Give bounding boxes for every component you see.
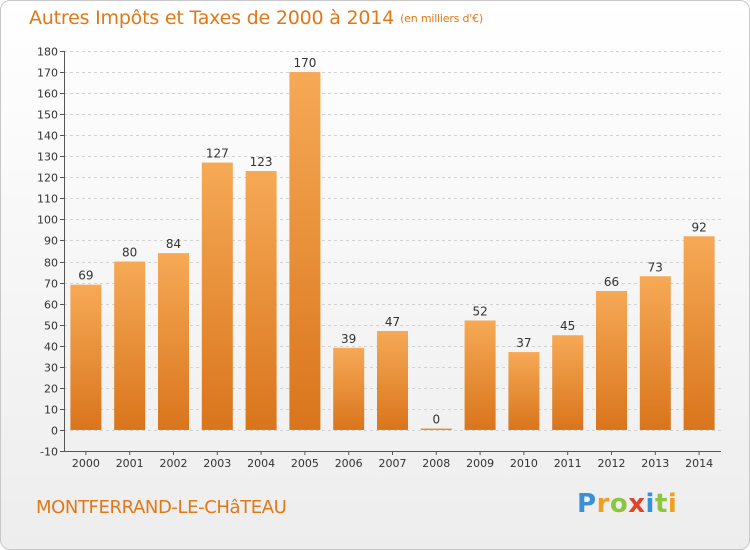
y-tick-label: 180 (37, 46, 58, 59)
x-tick-label-2011: 2011 (554, 457, 582, 470)
chart-subtitle: (en milliers d'€) (400, 12, 483, 25)
data-label-2003: 127 (206, 147, 229, 161)
y-tick-label: 120 (37, 172, 58, 185)
x-tick-label-2006: 2006 (335, 457, 363, 470)
brand-letter: x (628, 489, 646, 519)
y-tick-label: 170 (37, 67, 58, 80)
brand-letter: P (577, 489, 597, 519)
bar-2010 (508, 352, 540, 430)
y-tick-label: 40 (44, 341, 58, 354)
y-tick-label: 30 (44, 362, 58, 375)
x-tick-label-2004: 2004 (247, 457, 275, 470)
y-tick-label: 20 (44, 383, 58, 396)
x-tick-label-2001: 2001 (116, 457, 144, 470)
bar-2006 (333, 347, 365, 430)
y-tick-label: 80 (44, 257, 58, 270)
brand-letter: i (645, 489, 655, 519)
bar-2014 (683, 236, 715, 430)
brand-letter: i (667, 489, 678, 519)
data-label-2004: 123 (250, 155, 273, 169)
data-label-2008: 0 (432, 412, 440, 426)
bar-2004 (245, 171, 277, 430)
data-label-2002: 84 (166, 237, 181, 251)
bar-2000 (70, 284, 102, 430)
y-tick-label: 140 (37, 130, 58, 143)
bar-2003 (201, 162, 233, 430)
data-label-2001: 80 (122, 246, 137, 260)
y-tick-label: 70 (44, 278, 58, 291)
x-tick-label-2014: 2014 (685, 457, 713, 470)
bars (70, 72, 715, 430)
y-tick-label: 0 (51, 425, 58, 438)
data-labels: 69 80 84 127 123 170 39 47 0 52 37 45 66 73 92 (78, 56, 706, 426)
x-tick-label-2008: 2008 (422, 457, 450, 470)
data-label-2010: 37 (516, 336, 531, 350)
x-tick-label-2002: 2002 (160, 457, 188, 470)
bar-2007 (377, 331, 408, 430)
bar-2008 (420, 428, 452, 430)
x-tick-label-2007: 2007 (379, 457, 407, 470)
x-tick-label-2000: 2000 (72, 457, 100, 470)
data-label-2014: 92 (691, 220, 706, 234)
commune-name: MONTFERRAND-LE-CHâTEAU (36, 497, 287, 518)
y-tick-label: 90 (44, 235, 58, 248)
bar-2002 (158, 253, 189, 430)
x-tick-label-2009: 2009 (466, 457, 494, 470)
brand-letter: o (609, 489, 629, 519)
y-tick-label: 50 (44, 320, 58, 333)
data-label-2011: 45 (560, 319, 575, 333)
data-label-2013: 73 (648, 260, 663, 274)
bar-2001 (114, 261, 146, 430)
bar-2005 (289, 72, 321, 430)
y-tick-label: 100 (37, 214, 58, 227)
bar-2012 (596, 291, 627, 430)
bar-2013 (639, 276, 671, 430)
y-tick-label: 130 (37, 151, 58, 164)
bar-2009 (464, 320, 496, 430)
chart-title-text: Autres Impôts et Taxes de 2000 à 2014 (29, 7, 395, 29)
x-tick-label-2010: 2010 (510, 457, 538, 470)
x-tick-label-2005: 2005 (291, 457, 319, 470)
chart-title: Autres Impôts et Taxes de 2000 à 2014 (en… (29, 7, 483, 29)
y-tick-label: 150 (37, 109, 58, 122)
x-tick-label-2013: 2013 (641, 457, 669, 470)
data-label-2006: 39 (341, 332, 356, 346)
y-tick-label: -10 (40, 446, 58, 459)
brand-letter: r (596, 489, 610, 519)
data-label-2000: 69 (78, 269, 93, 283)
y-tick-label: 10 (44, 404, 58, 417)
y-tick-label: 110 (37, 193, 58, 206)
brand-logo: Proxiti (577, 489, 677, 519)
y-tick-label: 60 (44, 299, 58, 312)
axes: -10 0 10 20 30 40 50 60 70 80 90 100 110 120 130 140 150… (37, 46, 721, 470)
x-tick-label-2012: 2012 (598, 457, 626, 470)
y-tick-label: 160 (37, 88, 58, 101)
bar-2011 (552, 335, 584, 430)
x-tick-label-2003: 2003 (203, 457, 231, 470)
brand-letter: t (654, 489, 668, 519)
data-label-2005: 170 (293, 56, 316, 70)
data-label-2009: 52 (472, 304, 487, 318)
data-label-2012: 66 (604, 275, 619, 289)
data-label-2007: 47 (385, 315, 400, 329)
